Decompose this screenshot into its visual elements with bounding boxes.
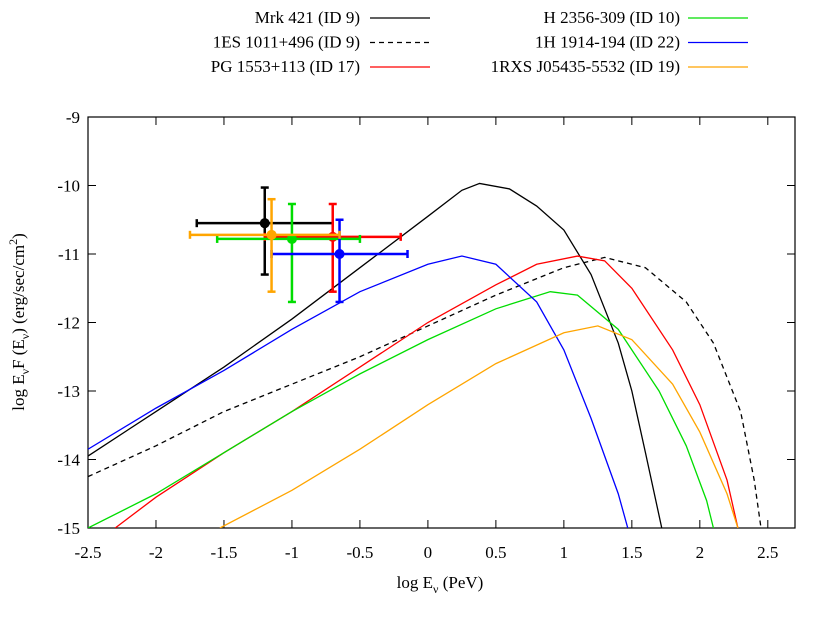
x-tick-label: 1.5 <box>621 543 642 562</box>
data-point <box>286 233 297 244</box>
legend-label: Mrk 421 (ID 9) <box>255 8 360 27</box>
x-tick-label: 0 <box>424 543 433 562</box>
legend-label: 1ES 1011+496 (ID 9) <box>213 33 360 52</box>
x-tick-label: -1 <box>285 543 299 562</box>
x-tick-label: 2 <box>696 543 705 562</box>
data-point <box>259 218 270 229</box>
data-point <box>327 231 338 242</box>
x-tick-label: 0.5 <box>485 543 506 562</box>
y-tick-label: -14 <box>57 451 80 470</box>
series-line <box>114 255 739 528</box>
series-line <box>88 255 629 528</box>
series-line <box>88 182 663 528</box>
x-tick-label: -0.5 <box>346 543 373 562</box>
series-line <box>219 325 739 528</box>
y-tick-label: -13 <box>57 382 80 401</box>
x-axis-label: log Eν (PeV) <box>397 573 484 596</box>
series-line <box>88 291 715 528</box>
x-tick-label: -2 <box>149 543 163 562</box>
legend-label: PG 1553+113 (ID 17) <box>211 57 360 76</box>
y-tick-label: -11 <box>58 245 80 264</box>
y-tick-label: -10 <box>57 177 80 196</box>
data-point <box>334 249 345 259</box>
legend-label: H 2356-309 (ID 10) <box>544 8 680 27</box>
x-tick-label: 1 <box>560 543 569 562</box>
data-point <box>266 229 277 240</box>
y-axis-label: log EνF (Eν) (erg/sec/cm2) <box>6 233 32 411</box>
x-tick-label: -1.5 <box>211 543 238 562</box>
x-tick-label: -2.5 <box>75 543 102 562</box>
series-line <box>88 256 762 528</box>
x-tick-label: 2.5 <box>757 543 778 562</box>
legend-label: 1RXS J05435-5532 (ID 19) <box>491 57 680 76</box>
plot-frame <box>87 116 796 529</box>
y-tick-label: -12 <box>57 314 80 333</box>
legend-label: 1H 1914-194 (ID 22) <box>535 33 680 52</box>
y-tick-label: -15 <box>57 519 80 538</box>
y-tick-label: -9 <box>66 108 80 127</box>
